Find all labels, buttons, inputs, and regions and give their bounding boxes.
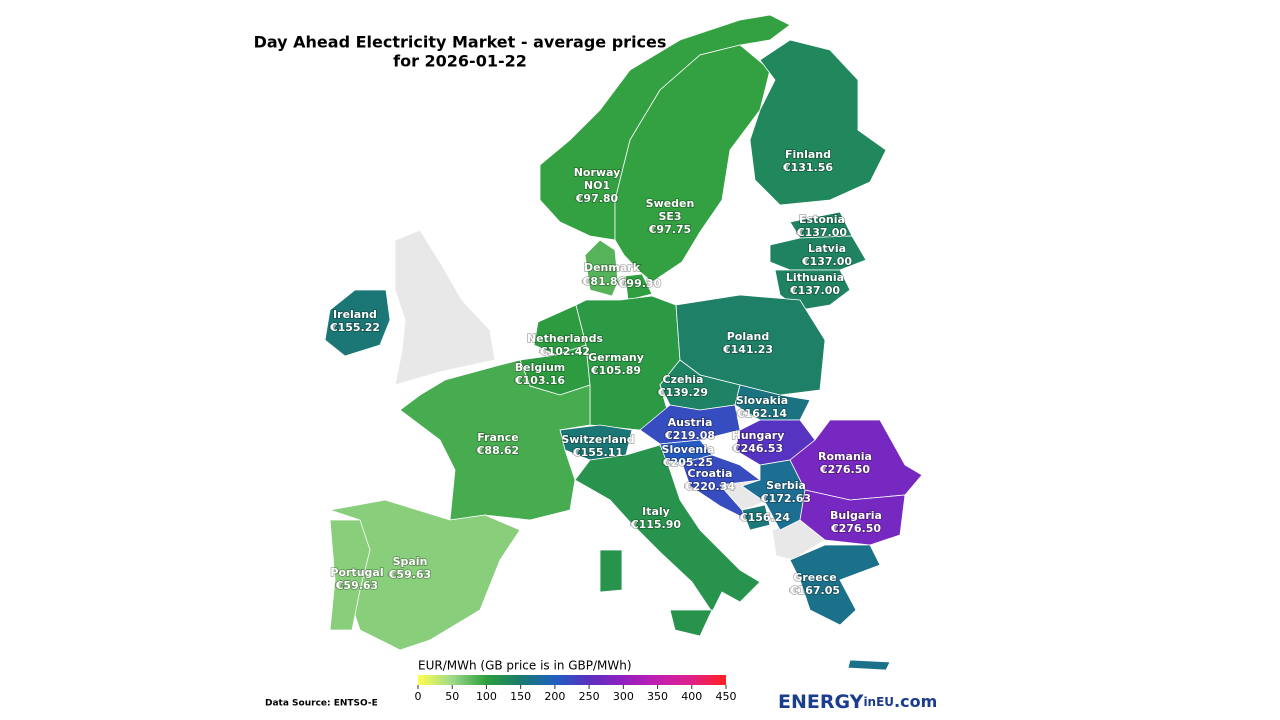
colorbar-tick-label: 250 [579,690,600,703]
region-name: Portugal [330,566,383,579]
colorbar-tick-label: 350 [647,690,668,703]
region-value: €205.25 [662,456,713,469]
region-value: €162.14 [736,407,787,420]
region [847,659,891,671]
region-value: €155.22 [329,321,380,334]
region [769,235,867,271]
region-name: Greece [793,571,836,584]
region-name: SE3 [658,210,681,223]
region-name: Belgium [515,361,566,374]
region [799,489,906,546]
region-name: Spain [393,555,428,568]
region-value: €97.75 [648,223,691,236]
region [749,39,887,206]
region-value: €81.86 [582,275,626,288]
region-name: Germany [588,351,644,364]
region-name: Italy [642,505,670,518]
region [574,444,761,613]
region-name: Estonia [799,213,845,226]
colorbar-tick-label: 100 [476,690,497,703]
region-value: €102.42 [539,345,590,358]
region-name: Slovakia [736,394,788,407]
title: Day Ahead Electricity Market - average p… [254,33,667,52]
region [681,454,762,523]
region-name: Poland [727,330,770,343]
colorbar-tick-label: 50 [445,690,459,703]
region [584,239,619,297]
region [329,519,371,631]
region-value: €59.63 [335,579,378,592]
region-value: €103.16 [514,374,565,387]
region [741,504,771,531]
region [324,289,391,357]
region-value: €141.23 [722,343,773,356]
region-value: €246.53 [732,442,783,455]
region-value: €156.24 [739,511,790,524]
logo-part: ENERGY [778,691,864,713]
region-name: Latvia [808,242,846,255]
region-value: €105.89 [590,364,641,377]
region-value: €97.80 [575,192,619,205]
region-value: €88.62 [476,444,519,457]
region [624,273,653,301]
colorbar-tick-label: 300 [613,690,634,703]
region-value: €219.08 [664,429,715,442]
region-name: Serbia [766,479,806,492]
region-value: €220.34 [684,480,735,493]
region-value: €137.00 [789,284,840,297]
region-name: Switzerland [561,433,634,446]
source: Data Source: ENTSO-E [265,699,378,709]
region-value: €139.29 [657,386,708,399]
logo-part: inEU [863,695,894,709]
colorbar-tick-label: 200 [544,690,565,703]
region-name: Norway [574,166,621,179]
region-name: Ireland [333,308,377,321]
region [741,459,806,531]
region-name: Romania [818,450,872,463]
region-name: Hungary [732,429,785,442]
region-name: NO1 [584,179,610,192]
colorbar-tick-label: 0 [415,690,422,703]
region-name: Netherlands [527,332,604,345]
region-value: €137.00 [801,255,852,268]
colorbar-tick-label: 150 [510,690,531,703]
region [789,544,881,626]
region-name: Austria [668,416,713,429]
region-value: €137.00 [796,226,847,239]
colorbar-tick-label: 450 [716,690,737,703]
region-name: Finland [785,148,831,161]
region-name: Sweden [646,197,695,210]
uk [394,229,496,386]
logo: ENERGYinEU.com [778,691,937,713]
colorbar [418,675,726,685]
region [614,44,771,283]
region-name: France [477,431,518,444]
region [669,609,713,637]
region-name: Denmark [584,261,641,274]
region-value: €131.56 [782,161,833,174]
subtitle: for 2026-01-22 [393,52,527,71]
region-value: €167.05 [789,584,840,597]
colorbar-tick-label: 400 [681,690,702,703]
region-value: €172.63 [760,492,811,505]
region-value: €276.50 [819,463,870,476]
region-value: €276.50 [830,522,881,535]
colorbar-title: EUR/MWh (GB price is in GBP/MWh) [418,659,632,673]
region-value: €115.90 [630,518,681,531]
region-value: €59.63 [388,568,431,581]
region [599,549,623,593]
region-name: Croatia [688,467,733,480]
region-name: Czehia [663,373,704,386]
region-name: Lithuania [786,271,844,284]
region-name: Bulgaria [830,509,882,522]
region-name: Slovenia [662,443,715,456]
region-value: €155.11 [572,446,623,459]
region-value: €99.30 [618,277,662,290]
logo-part: .com [894,692,937,711]
